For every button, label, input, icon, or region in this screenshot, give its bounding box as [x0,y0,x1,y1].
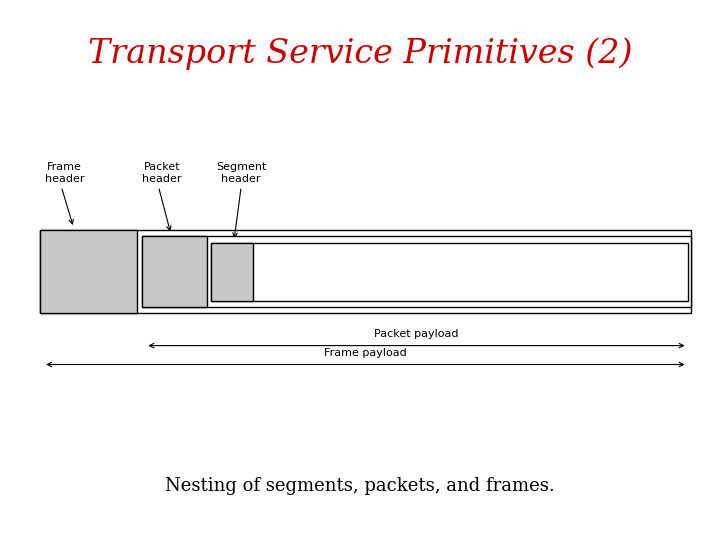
Bar [40,230,137,313]
Bar [142,236,691,307]
Text: Segment payload: Segment payload [415,266,526,279]
Text: Packet payload: Packet payload [374,329,459,339]
Text: Nesting of segments, packets, and frames.: Nesting of segments, packets, and frames… [165,477,555,495]
Text: Packet
header: Packet header [143,162,181,184]
Bar [40,230,691,313]
Bar [211,243,253,301]
Text: Segment
header: Segment header [216,162,266,184]
Bar [142,236,207,307]
Text: Frame
header: Frame header [45,162,84,184]
Text: Frame payload: Frame payload [324,348,407,358]
Text: Transport Service Primitives (2): Transport Service Primitives (2) [88,38,632,70]
Bar [211,243,688,301]
